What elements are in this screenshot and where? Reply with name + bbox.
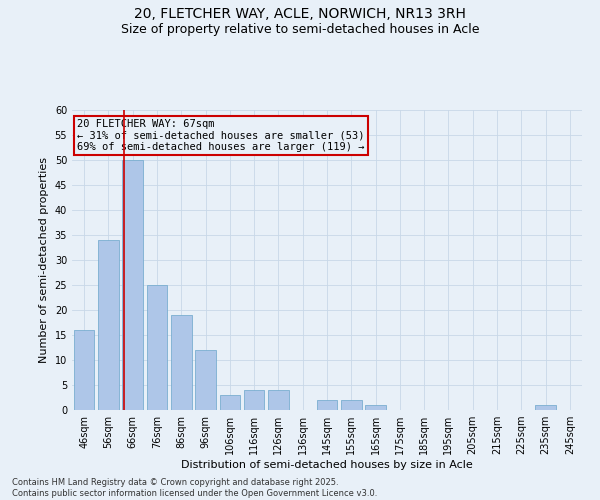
X-axis label: Distribution of semi-detached houses by size in Acle: Distribution of semi-detached houses by …	[181, 460, 473, 470]
Bar	[268, 390, 289, 410]
Bar	[195, 350, 216, 410]
Text: 20 FLETCHER WAY: 67sqm
← 31% of semi-detached houses are smaller (53)
69% of sem: 20 FLETCHER WAY: 67sqm ← 31% of semi-det…	[77, 119, 365, 152]
Text: Contains HM Land Registry data © Crown copyright and database right 2025.
Contai: Contains HM Land Registry data © Crown c…	[12, 478, 377, 498]
Bar	[220, 395, 240, 410]
Text: Size of property relative to semi-detached houses in Acle: Size of property relative to semi-detach…	[121, 22, 479, 36]
Bar	[317, 400, 337, 410]
Bar	[341, 400, 362, 410]
Bar	[535, 405, 556, 410]
Bar	[146, 285, 167, 410]
Y-axis label: Number of semi-detached properties: Number of semi-detached properties	[39, 157, 49, 363]
Bar	[365, 405, 386, 410]
Text: 20, FLETCHER WAY, ACLE, NORWICH, NR13 3RH: 20, FLETCHER WAY, ACLE, NORWICH, NR13 3R…	[134, 8, 466, 22]
Bar	[98, 240, 119, 410]
Bar	[74, 330, 94, 410]
Bar	[171, 315, 191, 410]
Bar	[122, 160, 143, 410]
Bar	[244, 390, 265, 410]
